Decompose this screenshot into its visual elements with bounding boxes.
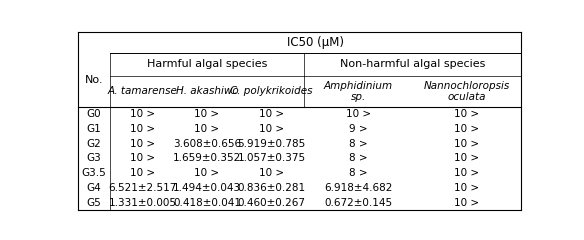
Text: 9 >: 9 > <box>349 124 367 134</box>
Text: No.: No. <box>85 75 103 85</box>
Text: C. polykrikoides: C. polykrikoides <box>230 86 313 96</box>
Text: 0.460±0.267: 0.460±0.267 <box>238 198 305 208</box>
Text: IC50 (μM): IC50 (μM) <box>287 36 344 49</box>
Text: 1.057±0.375: 1.057±0.375 <box>238 153 305 163</box>
Text: 10 >: 10 > <box>259 124 284 134</box>
Text: A. tamarense: A. tamarense <box>107 86 178 96</box>
Text: 1.659±0.352: 1.659±0.352 <box>173 153 241 163</box>
Text: 10 >: 10 > <box>194 124 220 134</box>
Text: 10 >: 10 > <box>454 198 479 208</box>
Text: 10 >: 10 > <box>130 153 155 163</box>
Text: 0.836±0.281: 0.836±0.281 <box>238 183 305 193</box>
Text: H. akashiwo: H. akashiwo <box>176 86 238 96</box>
Text: G5: G5 <box>86 198 101 208</box>
Text: 10 >: 10 > <box>130 168 155 178</box>
Text: 10 >: 10 > <box>454 109 479 119</box>
Text: 6.918±4.682: 6.918±4.682 <box>324 183 392 193</box>
Text: G3: G3 <box>86 153 101 163</box>
Text: 10 >: 10 > <box>454 183 479 193</box>
Text: 0.672±0.145: 0.672±0.145 <box>324 198 392 208</box>
Text: 10 >: 10 > <box>454 168 479 178</box>
Text: 10 >: 10 > <box>454 124 479 134</box>
Text: 10 >: 10 > <box>454 139 479 149</box>
Text: Amphidinium
sp.: Amphidinium sp. <box>324 81 392 102</box>
Text: 5.919±0.785: 5.919±0.785 <box>238 139 305 149</box>
Text: 10 >: 10 > <box>194 168 220 178</box>
Text: 10 >: 10 > <box>454 153 479 163</box>
Text: Nannochloropsis
oculata: Nannochloropsis oculata <box>423 81 510 102</box>
Text: 10 >: 10 > <box>259 109 284 119</box>
Text: Non-harmful algal species: Non-harmful algal species <box>340 60 485 69</box>
Text: 10 >: 10 > <box>130 124 155 134</box>
Text: G2: G2 <box>86 139 101 149</box>
Text: 10 >: 10 > <box>130 139 155 149</box>
Text: 6.521±2.517: 6.521±2.517 <box>108 183 176 193</box>
Text: 8 >: 8 > <box>349 153 367 163</box>
Text: G4: G4 <box>86 183 101 193</box>
Text: 8 >: 8 > <box>349 168 367 178</box>
Text: Harmful algal species: Harmful algal species <box>147 60 267 69</box>
Text: 1.331±0.005: 1.331±0.005 <box>109 198 176 208</box>
Text: 10 >: 10 > <box>259 168 284 178</box>
Text: 3.608±0.656: 3.608±0.656 <box>173 139 241 149</box>
Text: 10 >: 10 > <box>130 109 155 119</box>
Text: G3.5: G3.5 <box>81 168 106 178</box>
Text: 8 >: 8 > <box>349 139 367 149</box>
Text: G0: G0 <box>86 109 101 119</box>
Text: G1: G1 <box>86 124 101 134</box>
Text: 1.494±0.043: 1.494±0.043 <box>173 183 241 193</box>
Text: 10 >: 10 > <box>194 109 220 119</box>
Text: 10 >: 10 > <box>346 109 371 119</box>
Text: 0.418±0.041: 0.418±0.041 <box>173 198 241 208</box>
